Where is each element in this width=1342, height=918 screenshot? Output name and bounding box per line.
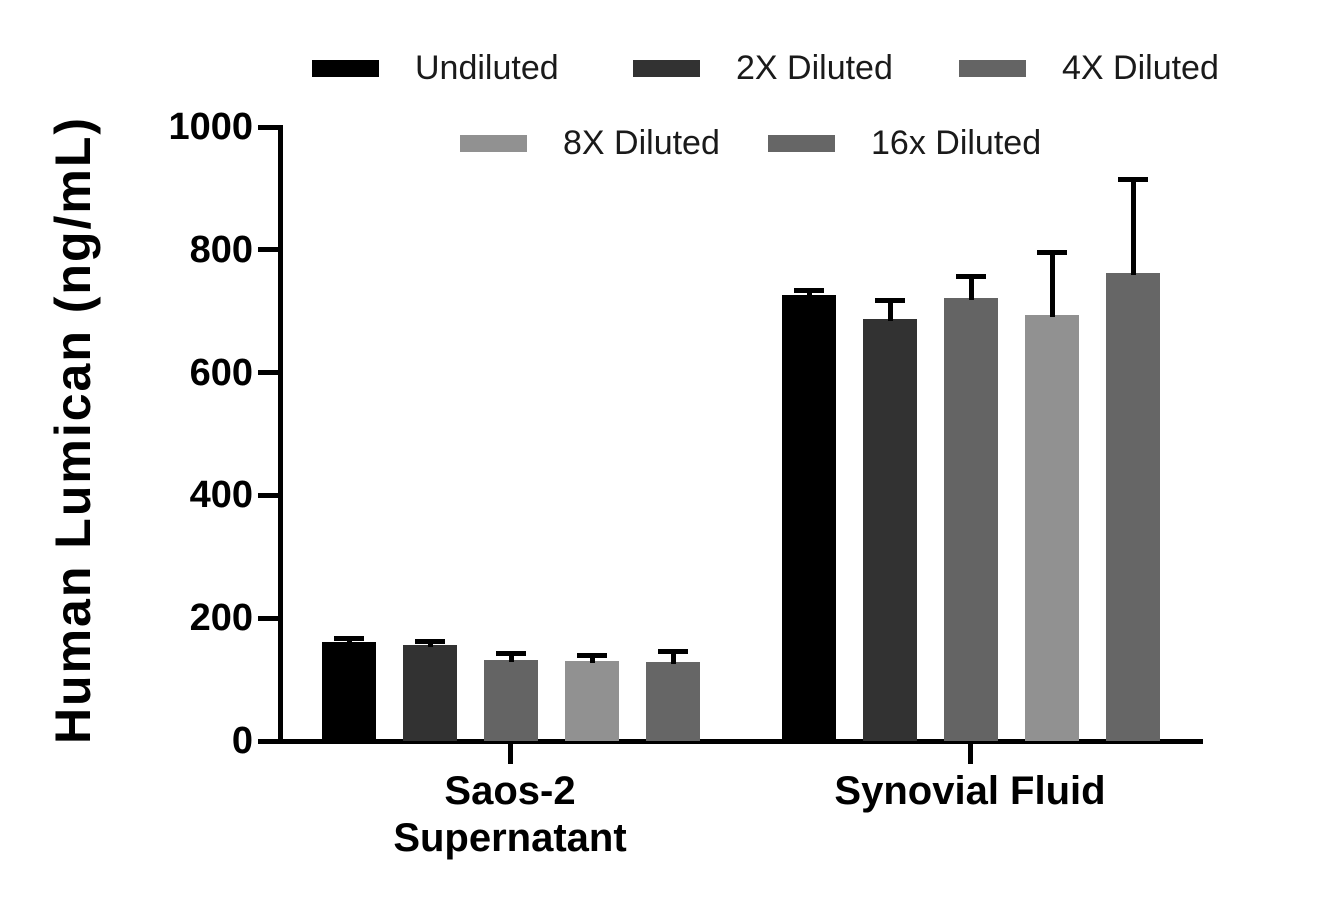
legend-item: Undiluted <box>312 48 559 88</box>
x-category-label: Synovial Fluid <box>834 769 1106 813</box>
error-bar-stem <box>1049 252 1055 318</box>
legend-label: 16x Diluted <box>871 123 1042 162</box>
legend-swatch <box>959 59 1026 77</box>
y-tick-label: 600 <box>189 351 253 394</box>
error-bar-cap <box>794 287 824 293</box>
legend-item: 2X Diluted <box>633 48 893 88</box>
bar <box>484 659 538 741</box>
y-tick-label: 800 <box>189 228 253 271</box>
x-tick <box>967 742 973 764</box>
y-tick <box>258 247 283 253</box>
bar <box>863 318 917 741</box>
error-bar-stem <box>806 290 812 297</box>
error-bar-cap <box>577 652 607 658</box>
error-bar-stem <box>427 641 433 648</box>
legend-swatch <box>633 59 700 77</box>
y-tick-label: 200 <box>189 597 253 640</box>
legend-item: 8X Diluted <box>460 123 720 163</box>
bar <box>403 645 457 741</box>
legend-item: 4X Diluted <box>959 48 1219 88</box>
y-tick-label: 1000 <box>168 106 253 148</box>
y-tick <box>258 124 283 130</box>
legend-swatch <box>768 134 835 152</box>
bar <box>1106 272 1160 741</box>
x-axis-line <box>258 739 1203 744</box>
error-bar-stem <box>670 651 676 664</box>
legend-item: 16x Diluted <box>768 123 1041 163</box>
error-bar-cap <box>1037 249 1067 255</box>
y-tick <box>258 738 283 744</box>
bar <box>782 294 836 741</box>
error-bar-stem <box>887 300 893 321</box>
error-bar-stem <box>589 655 595 663</box>
error-bar-cap <box>334 635 364 641</box>
error-bar-cap <box>415 639 445 645</box>
error-bar-stem <box>968 276 974 300</box>
legend-swatch <box>312 59 379 77</box>
legend-label: 2X Diluted <box>736 48 893 87</box>
y-tick-label: 0 <box>231 720 253 762</box>
error-bar-stem <box>508 653 514 662</box>
error-bar-cap <box>496 651 526 657</box>
bar <box>1025 315 1079 741</box>
error-bar-cap <box>1118 177 1148 183</box>
y-tick-label: 400 <box>189 474 253 517</box>
legend-swatch <box>460 134 527 152</box>
legend-label: 8X Diluted <box>563 123 720 162</box>
x-tick <box>507 742 513 764</box>
error-bar-cap <box>658 648 688 654</box>
error-bar-cap <box>875 297 905 303</box>
error-bar-stem <box>1130 179 1136 275</box>
x-category-label: Saos-2 Supernatant <box>393 769 627 860</box>
bar <box>565 660 619 741</box>
bar <box>944 297 998 741</box>
bar <box>322 641 376 741</box>
error-bar-stem <box>346 638 352 644</box>
legend-label: 4X Diluted <box>1062 48 1219 87</box>
error-bar-cap <box>956 273 986 279</box>
y-tick <box>258 370 283 376</box>
legend-label: Undiluted <box>415 48 559 87</box>
y-tick <box>258 615 283 621</box>
y-tick <box>258 492 283 498</box>
y-axis-title: Human Lumican (ng/mL) <box>45 115 101 745</box>
bar <box>646 661 700 741</box>
y-axis-line <box>278 125 283 744</box>
